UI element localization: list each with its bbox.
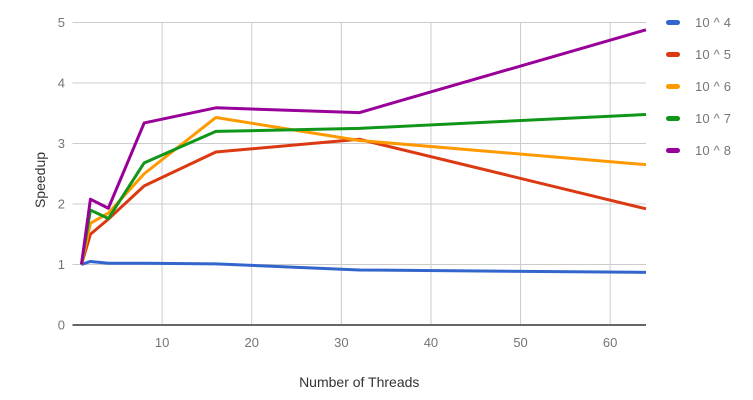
x-axis-title: Number of Threads bbox=[299, 374, 419, 390]
legend-item-10-5: 10 ^ 5 bbox=[666, 38, 731, 70]
y-axis-title: Speedup bbox=[32, 152, 48, 208]
legend-label: 10 ^ 8 bbox=[695, 142, 732, 158]
legend-label: 10 ^ 5 bbox=[695, 46, 732, 62]
legend-swatch-purple-icon bbox=[666, 147, 680, 153]
legend-swatch-blue-icon bbox=[666, 19, 680, 25]
x-tick-label: 40 bbox=[424, 335, 438, 350]
series-line-10^8[interactable] bbox=[79, 28, 647, 265]
legend-item-10-8: 10 ^ 8 bbox=[666, 134, 731, 166]
y-tick-label: 0 bbox=[58, 318, 65, 333]
legend-swatch-green-icon bbox=[666, 115, 680, 121]
legend-item-10-6: 10 ^ 6 bbox=[666, 70, 731, 102]
y-tick-label: 4 bbox=[58, 76, 65, 91]
x-tick-label: 50 bbox=[513, 335, 527, 350]
legend-swatch-orange-icon bbox=[666, 83, 680, 89]
legend-label: 10 ^ 4 bbox=[695, 14, 732, 30]
y-tick-label: 2 bbox=[58, 197, 65, 212]
legend: 10 ^ 4 10 ^ 5 10 ^ 6 10 ^ 7 10 ^ 8 bbox=[666, 6, 731, 166]
x-tick-label: 30 bbox=[334, 335, 348, 350]
y-tick-label: 3 bbox=[58, 136, 65, 151]
legend-label: 10 ^ 6 bbox=[695, 78, 732, 94]
series-line-10^6[interactable] bbox=[79, 115, 647, 265]
legend-item-10-7: 10 ^ 7 bbox=[666, 102, 731, 134]
legend-label: 10 ^ 7 bbox=[695, 110, 732, 126]
x-tick-label: 60 bbox=[603, 335, 617, 350]
y-tick-label: 5 bbox=[58, 15, 65, 30]
x-tick-label: 20 bbox=[244, 335, 258, 350]
x-tick-label: 10 bbox=[155, 335, 169, 350]
legend-item-10-4: 10 ^ 4 bbox=[666, 6, 731, 38]
series-line-10^4[interactable] bbox=[80, 259, 647, 274]
y-tick-label: 1 bbox=[58, 257, 65, 272]
legend-swatch-red-icon bbox=[666, 51, 680, 57]
